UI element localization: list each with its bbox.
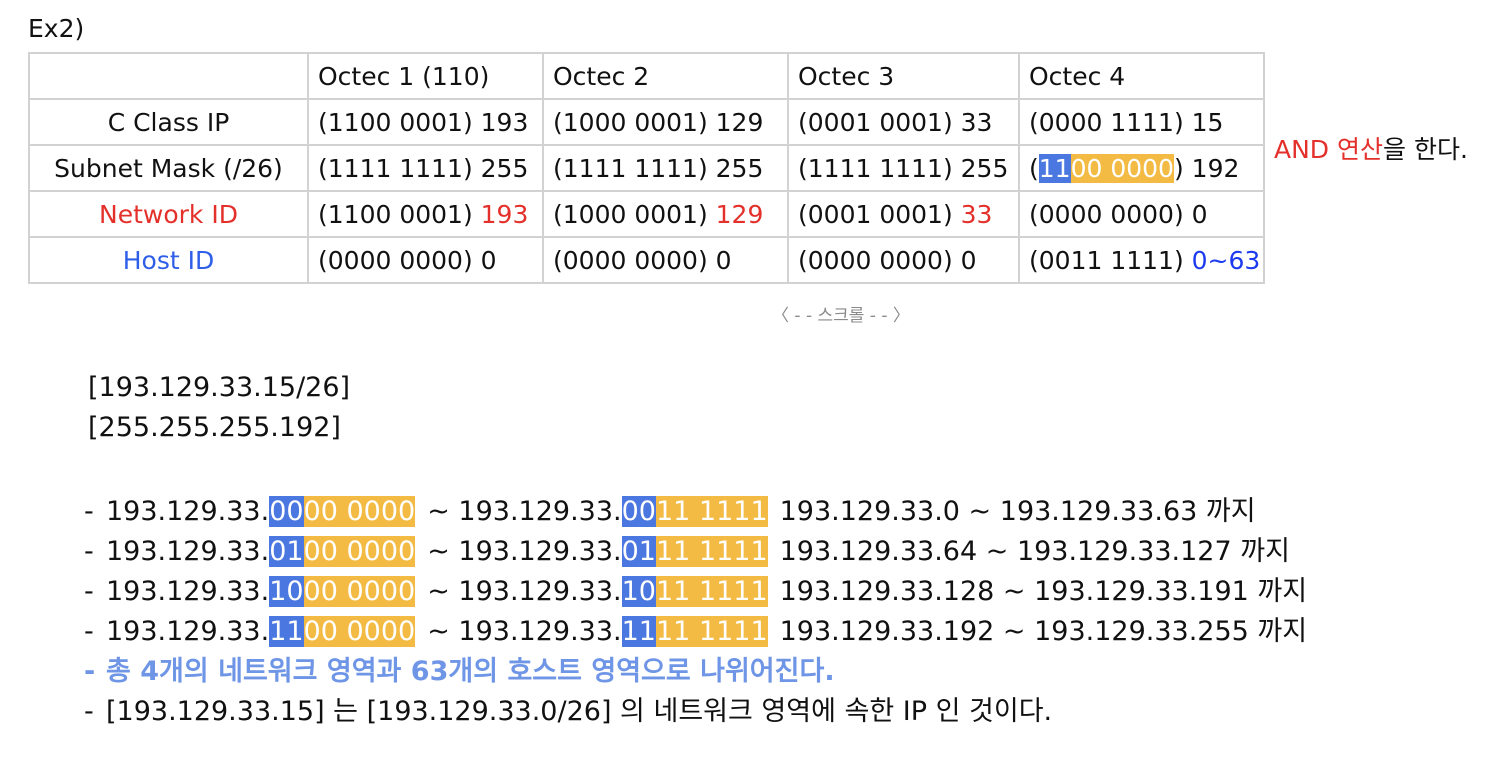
ip-with-prefix: [193.129.33.15/26] bbox=[88, 372, 351, 403]
network-bits-highlight: 11 bbox=[1038, 153, 1071, 183]
conclusion-text: [193.129.33.15] 는 [193.129.33.0/26] 의 네트… bbox=[106, 696, 1053, 727]
row-label: Host ID bbox=[28, 236, 309, 284]
table-cell: (0000 0000) 0 bbox=[1018, 190, 1265, 238]
host-bits-highlight: 00 0000 bbox=[303, 536, 416, 567]
row-label: Network ID bbox=[28, 190, 309, 238]
binary-text: (0011 1111) bbox=[1029, 245, 1192, 275]
bullet-dash: - bbox=[84, 496, 94, 527]
host-bits-highlight: 11 1111 bbox=[655, 616, 768, 647]
row-c-class-ip: C Class IP (1100 0001) 193 (1000 0001) 1… bbox=[28, 98, 1265, 146]
range-text: 193.129.33.192 ~ 193.129.33.255 까지 bbox=[779, 616, 1308, 647]
list-item: -193.129.33.1100 0000 ~ 193.129.33.1111 1… bbox=[84, 613, 1307, 653]
table-cell: (0011 1111) 0~63 bbox=[1018, 236, 1265, 284]
table-cell: (1000 0001) 129 bbox=[542, 98, 789, 146]
table-header-row: Octec 1 (110) Octec 2 Octec 3 Octec 4 bbox=[28, 52, 1265, 100]
subnet-bits-highlight: 10 bbox=[621, 576, 656, 607]
tilde: ~ bbox=[427, 576, 450, 607]
range-text: 193.129.33.128 ~ 193.129.33.191 까지 bbox=[779, 576, 1308, 607]
host-bits-highlight: 00 0000 bbox=[303, 576, 416, 607]
subnet-bits-highlight: 11 bbox=[269, 616, 304, 647]
ip-prefix: 193.129.33. bbox=[106, 576, 270, 607]
ip-prefix: 193.129.33. bbox=[106, 536, 270, 567]
decimal-value: 193 bbox=[480, 199, 529, 229]
range-text: 193.129.33.0 ~ 193.129.33.63 까지 bbox=[779, 496, 1256, 527]
list-item: -193.129.33.1000 0000 ~ 193.129.33.1011 1… bbox=[84, 573, 1307, 613]
host-range-value: 0~63 bbox=[1191, 245, 1261, 275]
binary-text: (1100 0001) bbox=[318, 199, 481, 229]
ip-prefix: 193.129.33. bbox=[458, 536, 622, 567]
header-octet-2: Octec 2 bbox=[542, 52, 789, 100]
subnet-bits-highlight: 01 bbox=[269, 536, 304, 567]
subnet-bits-highlight: 00 bbox=[269, 496, 304, 527]
tilde: ~ bbox=[427, 496, 450, 527]
decimal-value: 33 bbox=[960, 199, 993, 229]
row-network-id: Network ID (1100 0001) 193 (1000 0001) 1… bbox=[28, 190, 1265, 238]
table-cell: (1100 0001) 193 bbox=[307, 190, 544, 238]
table-cell: (1111 1111) 255 bbox=[542, 144, 789, 192]
header-octet-1: Octec 1 (110) bbox=[307, 52, 544, 100]
range-text: 193.129.33.64 ~ 193.129.33.127 까지 bbox=[779, 536, 1290, 567]
ip-prefix: 193.129.33. bbox=[106, 616, 270, 647]
table-cell: (1000 0001) 129 bbox=[542, 190, 789, 238]
header-octet-3: Octec 3 bbox=[787, 52, 1020, 100]
summary-text: 총 4개의 네트워크 영역과 63개의 호스트 영역으로 나위어진다. bbox=[106, 656, 835, 687]
tilde: ~ bbox=[427, 536, 450, 567]
bullet-dash: - bbox=[84, 616, 94, 647]
header-octet-4: Octec 4 bbox=[1018, 52, 1265, 100]
table-cell: (0000 0000) 0 bbox=[542, 236, 789, 284]
table-cell: (1111 1111) 255 bbox=[787, 144, 1020, 192]
subnet-bits-highlight: 00 bbox=[621, 496, 656, 527]
example-title: Ex2) bbox=[28, 14, 85, 43]
ip-prefix: 193.129.33. bbox=[106, 496, 270, 527]
table-cell: (1111 1111) 255 bbox=[307, 144, 544, 192]
row-subnet-mask: Subnet Mask (/26) (1111 1111) 255 (1111 … bbox=[28, 144, 1265, 192]
subnet-bits-highlight: 01 bbox=[621, 536, 656, 567]
binary-text: (0001 0001) bbox=[798, 199, 961, 229]
decimal-value: 129 bbox=[715, 199, 764, 229]
binary-text: (1000 0001) bbox=[553, 199, 716, 229]
table-cell: (0000 0000) 0 bbox=[307, 236, 544, 284]
table-cell: (1100 0001) 193 bbox=[307, 98, 544, 146]
tilde: ~ bbox=[427, 616, 450, 647]
note-highlight: AND 연산 bbox=[1274, 135, 1384, 164]
row-label: C Class IP bbox=[28, 98, 309, 146]
host-bits-highlight: 00 0000 bbox=[303, 616, 416, 647]
subnet-mask-address: [255.255.255.192] bbox=[88, 412, 341, 443]
list-item-conclusion: - [193.129.33.15] 는 [193.129.33.0/26] 의 네… bbox=[84, 693, 1307, 733]
ip-prefix: 193.129.33. bbox=[458, 576, 622, 607]
table-cell: (0001 0001) 33 bbox=[787, 190, 1020, 238]
octet-table: Octec 1 (110) Octec 2 Octec 3 Octec 4 C … bbox=[28, 52, 1265, 284]
host-bits-highlight: 11 1111 bbox=[655, 496, 768, 527]
list-item-summary: -총 4개의 네트워크 영역과 63개의 호스트 영역으로 나위어진다. bbox=[84, 653, 1307, 693]
subnet-range-list: -193.129.33.0000 0000 ~ 193.129.33.0011 1… bbox=[84, 493, 1307, 733]
subnet-bits-highlight: 10 bbox=[269, 576, 304, 607]
table-cell-mask-highlight: (1100 0000) 192 bbox=[1018, 144, 1265, 192]
table-cell: (0000 1111) 15 bbox=[1018, 98, 1265, 146]
bullet-dash: - bbox=[84, 536, 94, 567]
list-item: -193.129.33.0000 0000 ~ 193.129.33.0011 1… bbox=[84, 493, 1307, 533]
table-cell: (0001 0001) 33 bbox=[787, 98, 1020, 146]
subnet-bits-highlight: 11 bbox=[621, 616, 656, 647]
row-host-id: Host ID (0000 0000) 0 (0000 0000) 0 (000… bbox=[28, 236, 1265, 284]
table-cell: (0000 0000) 0 bbox=[787, 236, 1020, 284]
list-item: -193.129.33.0100 0000 ~ 193.129.33.0111 1… bbox=[84, 533, 1307, 573]
paren-close-value: ) 192 bbox=[1173, 153, 1240, 183]
scroll-hint: 〈 - - 스크롤 - - 〉 bbox=[772, 306, 910, 326]
host-bits-highlight: 11 1111 bbox=[655, 536, 768, 567]
host-bits-highlight: 00 0000 bbox=[1070, 153, 1174, 183]
paren-open: ( bbox=[1029, 153, 1039, 183]
host-bits-highlight: 00 0000 bbox=[303, 496, 416, 527]
bullet-dash: - bbox=[84, 576, 94, 607]
bullet-dash: - bbox=[84, 656, 96, 687]
bullet-dash: - bbox=[84, 696, 94, 727]
row-label: Subnet Mask (/26) bbox=[28, 144, 309, 192]
note-text: 을 한다. bbox=[1383, 135, 1468, 164]
ip-prefix: 193.129.33. bbox=[458, 616, 622, 647]
header-cell-empty bbox=[28, 52, 309, 100]
ip-prefix: 193.129.33. bbox=[458, 496, 622, 527]
and-operation-note: AND 연산을 한다. bbox=[1274, 130, 1468, 166]
host-bits-highlight: 11 1111 bbox=[655, 576, 768, 607]
